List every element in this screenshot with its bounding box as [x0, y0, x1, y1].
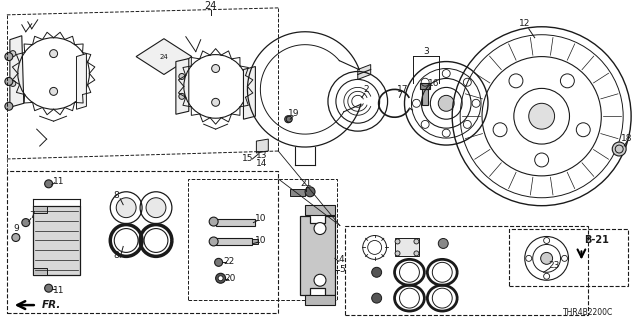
Text: 24: 24	[204, 1, 217, 11]
Text: FR.: FR.	[42, 300, 61, 310]
Circle shape	[612, 142, 626, 156]
Bar	[7, 171, 278, 313]
Circle shape	[314, 223, 326, 235]
Bar	[188, 179, 337, 300]
Text: 14: 14	[255, 159, 267, 168]
Polygon shape	[76, 54, 86, 109]
Circle shape	[10, 51, 16, 57]
Polygon shape	[33, 206, 81, 275]
Text: 21: 21	[300, 179, 312, 188]
Text: 23: 23	[548, 261, 559, 270]
Circle shape	[305, 187, 315, 197]
Text: 4: 4	[339, 255, 345, 264]
Circle shape	[45, 284, 52, 292]
Text: 9: 9	[13, 224, 19, 233]
Text: 8: 8	[113, 251, 119, 260]
Text: 10: 10	[255, 236, 266, 245]
Text: 7: 7	[29, 211, 35, 220]
Polygon shape	[394, 238, 419, 256]
Polygon shape	[422, 88, 428, 105]
Polygon shape	[252, 239, 259, 244]
Circle shape	[5, 102, 13, 110]
Circle shape	[179, 93, 185, 99]
Circle shape	[314, 274, 326, 286]
Polygon shape	[305, 295, 335, 305]
Polygon shape	[33, 206, 47, 213]
Text: 13: 13	[255, 151, 267, 161]
Circle shape	[45, 180, 52, 188]
Polygon shape	[290, 189, 305, 196]
Circle shape	[209, 217, 218, 226]
Text: THR4B2200C: THR4B2200C	[563, 308, 614, 316]
Text: B-21: B-21	[584, 236, 609, 245]
Circle shape	[285, 116, 292, 123]
Circle shape	[372, 267, 381, 277]
Circle shape	[541, 252, 552, 264]
Polygon shape	[243, 67, 255, 119]
Text: 12: 12	[519, 19, 531, 28]
Polygon shape	[10, 36, 24, 107]
Text: 15: 15	[242, 155, 253, 164]
Circle shape	[50, 87, 58, 95]
Circle shape	[218, 276, 223, 281]
Polygon shape	[257, 139, 268, 153]
Text: 10: 10	[255, 214, 266, 223]
Polygon shape	[305, 205, 335, 215]
Circle shape	[216, 273, 225, 283]
Polygon shape	[300, 216, 335, 295]
Circle shape	[116, 198, 136, 218]
Text: 19: 19	[289, 109, 300, 118]
Text: 11: 11	[53, 177, 65, 186]
Polygon shape	[136, 39, 192, 75]
Circle shape	[50, 50, 58, 58]
Text: 8: 8	[113, 191, 119, 200]
Text: 11: 11	[53, 286, 65, 295]
Circle shape	[372, 293, 381, 303]
Text: 17: 17	[397, 85, 408, 94]
Circle shape	[395, 239, 400, 244]
Polygon shape	[216, 238, 252, 245]
Circle shape	[414, 239, 419, 244]
Circle shape	[438, 238, 448, 248]
Circle shape	[395, 251, 400, 256]
Text: 16: 16	[428, 79, 439, 88]
Circle shape	[22, 219, 29, 227]
Circle shape	[5, 52, 13, 60]
Circle shape	[10, 80, 16, 86]
Text: 22: 22	[223, 257, 234, 266]
Text: 18: 18	[621, 133, 633, 143]
Text: 20: 20	[225, 274, 236, 283]
Text: 24: 24	[159, 53, 168, 60]
Polygon shape	[420, 84, 430, 89]
Circle shape	[146, 198, 166, 218]
Polygon shape	[358, 65, 371, 79]
Circle shape	[214, 258, 223, 266]
Circle shape	[529, 103, 555, 129]
Text: 2: 2	[363, 85, 369, 94]
Circle shape	[5, 77, 13, 85]
Circle shape	[209, 237, 218, 246]
Circle shape	[179, 74, 185, 79]
Text: 3: 3	[424, 47, 429, 56]
Circle shape	[414, 251, 419, 256]
Bar	[509, 228, 628, 286]
Circle shape	[12, 234, 20, 242]
Polygon shape	[33, 268, 47, 275]
Polygon shape	[216, 219, 255, 226]
Bar	[345, 226, 588, 315]
Circle shape	[438, 95, 454, 111]
Circle shape	[212, 65, 220, 73]
Circle shape	[212, 98, 220, 106]
Circle shape	[286, 116, 292, 122]
Text: 5: 5	[339, 265, 345, 274]
Polygon shape	[176, 59, 189, 114]
